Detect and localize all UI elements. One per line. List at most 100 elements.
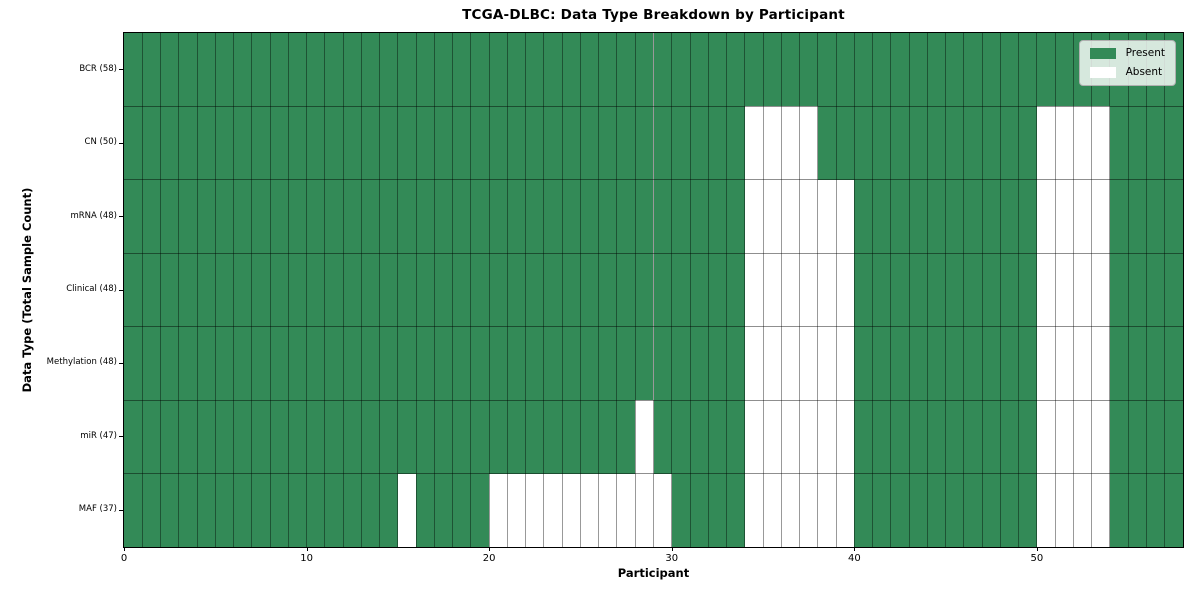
heatmap-cell xyxy=(1073,179,1092,254)
heatmap-cell xyxy=(726,326,745,401)
gridline-vertical xyxy=(999,33,1001,547)
heatmap-cell xyxy=(1073,473,1092,547)
heatmap-cell xyxy=(452,253,471,327)
heatmap-cell xyxy=(982,33,1001,107)
heatmap-cell xyxy=(489,179,508,254)
heatmap-cell xyxy=(288,473,307,547)
x-axis-label: Participant xyxy=(617,566,690,580)
heatmap-cell xyxy=(306,106,325,180)
heatmap-cells-layer xyxy=(124,33,1183,547)
heatmap-cell xyxy=(1055,326,1074,401)
heatmap-cell xyxy=(690,179,709,254)
heatmap-cell xyxy=(397,33,417,107)
heatmap-cell xyxy=(763,33,782,107)
heatmap-cell xyxy=(324,253,344,327)
gridline-vertical xyxy=(762,33,764,547)
gridline-vertical xyxy=(598,33,600,547)
gridline-vertical xyxy=(233,33,235,547)
heatmap-cell xyxy=(1164,253,1183,327)
heatmap-cell xyxy=(726,253,745,327)
gridline-vertical xyxy=(890,33,892,547)
gridline-vertical xyxy=(726,33,728,547)
heatmap-cell xyxy=(616,106,636,180)
heatmap-cell xyxy=(361,326,380,401)
gridline-vertical xyxy=(214,33,216,547)
heatmap-cell xyxy=(452,179,471,254)
heatmap-cell xyxy=(1018,326,1037,401)
heatmap-cell xyxy=(616,253,636,327)
heatmap-cell xyxy=(708,326,727,401)
gridline-horizontal xyxy=(124,252,1183,254)
y-tick-mark xyxy=(119,216,124,218)
heatmap-cell xyxy=(945,400,964,474)
heatmap-cell xyxy=(562,253,581,327)
heatmap-cell xyxy=(489,400,508,474)
heatmap-cell xyxy=(562,473,581,547)
heatmap-cell xyxy=(543,473,563,547)
heatmap-cell xyxy=(1036,400,1056,474)
heatmap-cell xyxy=(635,326,654,401)
gridline-vertical xyxy=(1109,33,1111,547)
gridline-vertical xyxy=(579,33,581,547)
heatmap-cell xyxy=(671,473,690,547)
heatmap-cell xyxy=(708,33,727,107)
heatmap-cell xyxy=(215,326,234,401)
heatmap-cell xyxy=(872,253,891,327)
heatmap-cell xyxy=(890,179,910,254)
heatmap-cell xyxy=(799,473,818,547)
heatmap-cell xyxy=(361,473,380,547)
heatmap-cell xyxy=(306,326,325,401)
heatmap-cell xyxy=(379,400,398,474)
heatmap-cell xyxy=(927,400,946,474)
x-tick-mark xyxy=(306,547,308,551)
heatmap-cell xyxy=(653,106,672,180)
heatmap-cell xyxy=(963,179,983,254)
heatmap-cell xyxy=(270,400,289,474)
heatmap-cell xyxy=(909,253,928,327)
gridline-vertical xyxy=(306,33,308,547)
heatmap-cell xyxy=(598,400,617,474)
heatmap-cell xyxy=(836,253,855,327)
heatmap-cell xyxy=(744,33,764,107)
heatmap-cell xyxy=(781,473,800,547)
heatmap-cell xyxy=(836,179,855,254)
heatmap-cell xyxy=(470,179,490,254)
legend-entry: Absent xyxy=(1089,66,1165,79)
heatmap-cell xyxy=(726,33,745,107)
gridline-vertical xyxy=(981,33,983,547)
heatmap-cell xyxy=(690,33,709,107)
heatmap-cell xyxy=(982,473,1001,547)
gridline-vertical xyxy=(853,33,855,547)
heatmap-cell xyxy=(708,106,727,180)
heatmap-cell xyxy=(817,253,837,327)
heatmap-cell xyxy=(507,106,526,180)
heatmap-cell xyxy=(270,33,289,107)
heatmap-cell xyxy=(1146,400,1165,474)
heatmap-cell xyxy=(1000,179,1019,254)
heatmap-cell xyxy=(1091,253,1110,327)
heatmap-cell xyxy=(306,179,325,254)
heatmap-cell xyxy=(379,326,398,401)
heatmap-cell xyxy=(543,179,563,254)
heatmap-cell xyxy=(909,106,928,180)
heatmap-cell xyxy=(690,400,709,474)
x-tick-label: 50 xyxy=(1030,553,1044,564)
heatmap-cell xyxy=(799,179,818,254)
heatmap-cell xyxy=(470,253,490,327)
heatmap-cell xyxy=(489,253,508,327)
heatmap-cell xyxy=(251,253,271,327)
heatmap-cell xyxy=(1109,400,1129,474)
heatmap-cell xyxy=(616,400,636,474)
heatmap-cell xyxy=(251,400,271,474)
heatmap-cell xyxy=(927,179,946,254)
heatmap-cell xyxy=(1164,473,1183,547)
heatmap-cell xyxy=(270,106,289,180)
gridline-vertical xyxy=(653,33,654,547)
heatmap-cell xyxy=(580,33,599,107)
heatmap-cell xyxy=(1091,400,1110,474)
heatmap-cell xyxy=(598,33,617,107)
gridline-vertical xyxy=(799,33,801,547)
heatmap-cell xyxy=(343,400,362,474)
heatmap-cell xyxy=(708,253,727,327)
